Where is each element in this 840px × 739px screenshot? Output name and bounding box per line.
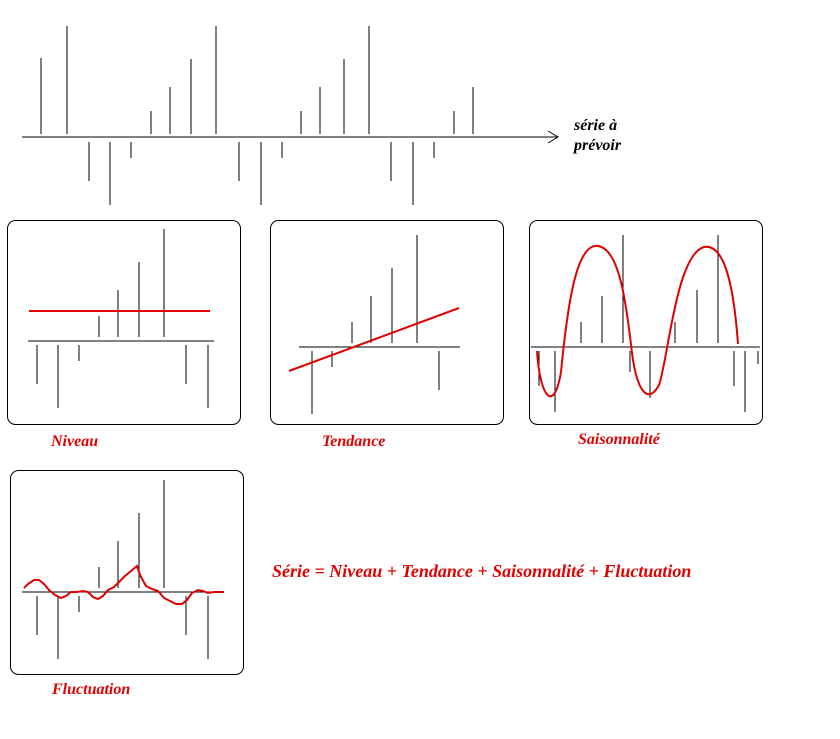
panel-frame: [10, 470, 244, 675]
panel-fluct: Fluctuation: [10, 470, 244, 698]
panel-saison: Saisonnalité: [529, 220, 763, 448]
main-axis-arrowhead: [547, 130, 559, 144]
panel-label-fluct: Fluctuation: [51, 681, 130, 698]
main-series: série à prévoir: [22, 26, 622, 205]
main-series-bars: [40, 26, 474, 205]
fluctuation-curve: [23, 564, 224, 605]
series-label-line1: série à: [573, 117, 617, 134]
panel-label-tendance: Tendance: [322, 433, 385, 450]
saison-sine-curve: [536, 244, 739, 398]
panel-bars: [36, 229, 209, 408]
panel-frame: [270, 220, 504, 425]
panel-niveau: Niveau: [7, 220, 241, 450]
series-label-line2: prévoir: [572, 137, 622, 154]
panel-tendance: Tendance: [270, 220, 504, 450]
panel-frame: [529, 220, 763, 425]
panel-bars: [311, 235, 440, 414]
panel-frame: [7, 220, 241, 425]
panel-bars: [36, 480, 209, 659]
panel-label-niveau: Niveau: [50, 433, 98, 450]
equation-text: Série = Niveau + Tendance + Saisonnalité…: [272, 561, 691, 581]
tendance-trend-line: [288, 307, 460, 372]
panel-label-saison: Saisonnalité: [578, 431, 661, 448]
